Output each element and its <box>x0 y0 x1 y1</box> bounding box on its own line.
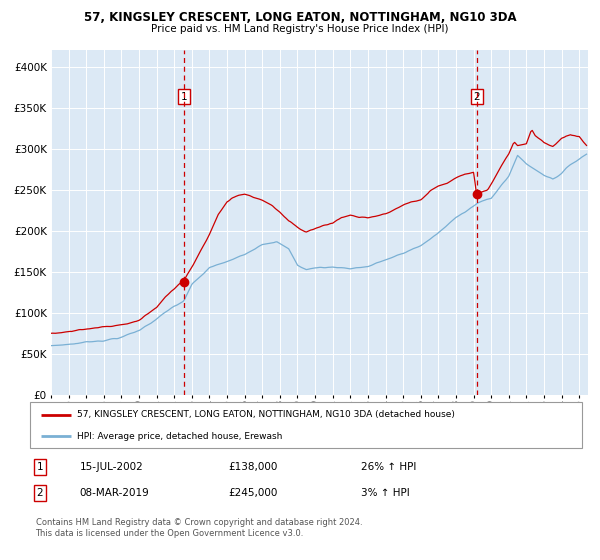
Text: 1: 1 <box>181 92 187 102</box>
Text: £138,000: £138,000 <box>229 462 278 472</box>
Text: 3% ↑ HPI: 3% ↑ HPI <box>361 488 410 498</box>
Text: 1: 1 <box>37 462 43 472</box>
Text: Contains HM Land Registry data © Crown copyright and database right 2024.
This d: Contains HM Land Registry data © Crown c… <box>35 518 362 538</box>
Text: 57, KINGSLEY CRESCENT, LONG EATON, NOTTINGHAM, NG10 3DA (detached house): 57, KINGSLEY CRESCENT, LONG EATON, NOTTI… <box>77 410 455 419</box>
Text: 2: 2 <box>473 92 480 102</box>
Text: 15-JUL-2002: 15-JUL-2002 <box>80 462 143 472</box>
Text: 26% ↑ HPI: 26% ↑ HPI <box>361 462 416 472</box>
FancyBboxPatch shape <box>30 402 582 448</box>
Text: 2: 2 <box>37 488 43 498</box>
Text: £245,000: £245,000 <box>229 488 278 498</box>
Text: 08-MAR-2019: 08-MAR-2019 <box>80 488 149 498</box>
Text: HPI: Average price, detached house, Erewash: HPI: Average price, detached house, Erew… <box>77 432 282 441</box>
Text: 57, KINGSLEY CRESCENT, LONG EATON, NOTTINGHAM, NG10 3DA: 57, KINGSLEY CRESCENT, LONG EATON, NOTTI… <box>83 11 517 24</box>
Text: Price paid vs. HM Land Registry's House Price Index (HPI): Price paid vs. HM Land Registry's House … <box>151 24 449 34</box>
